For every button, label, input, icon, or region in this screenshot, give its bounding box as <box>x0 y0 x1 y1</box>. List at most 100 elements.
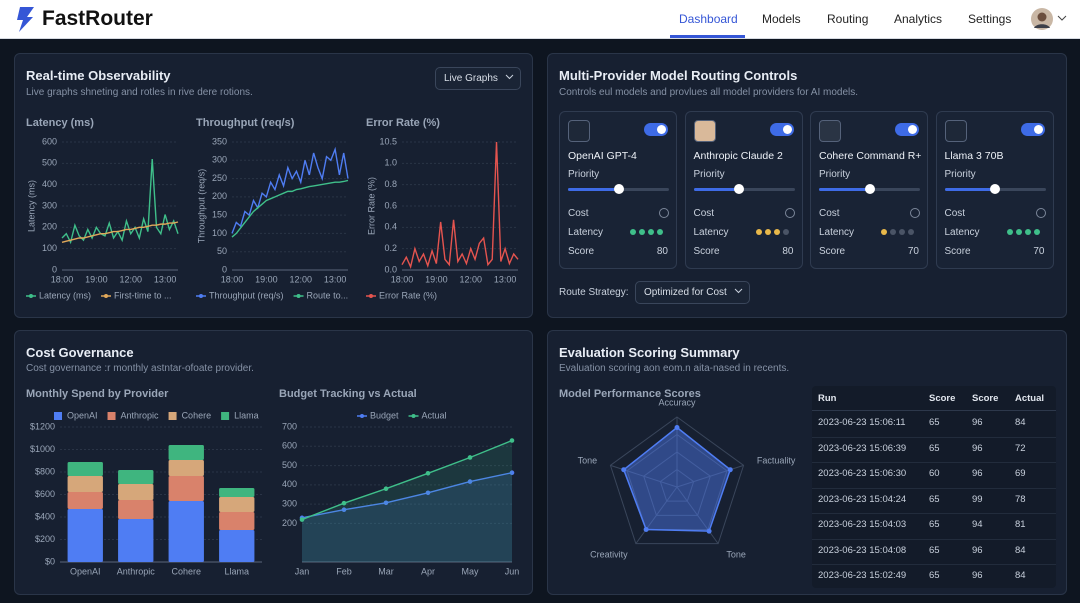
provider-name: OpenAI GPT-4 <box>568 150 637 162</box>
nav-item[interactable]: Analytics <box>894 12 943 26</box>
table-cell: 65 <box>929 544 940 556</box>
priority-label: Priority <box>693 169 725 180</box>
panel-subtitle: Cost governance :r monthly astntar-ofoat… <box>26 363 254 374</box>
provider-card: Cohere Command R+ Priority Cost Latency Scor… <box>810 111 928 269</box>
score-value: 70 <box>1033 246 1045 257</box>
latency-dot <box>648 229 654 235</box>
row-rule <box>812 487 1056 489</box>
provider-name: Anthropic Claude 2 <box>693 150 783 162</box>
slider-fill <box>819 188 870 191</box>
slider-track <box>693 188 795 191</box>
panel-title: Evaluation Scoring Summary <box>559 345 740 360</box>
slider-knob[interactable] <box>990 184 1000 194</box>
strategy-dropdown[interactable]: Optimized for Cost <box>635 281 750 304</box>
chevron <box>1057 15 1067 21</box>
table-cell: 96 <box>972 544 983 556</box>
row-rule <box>812 436 1056 438</box>
strategy-label: Route Strategy: <box>559 287 629 298</box>
dropdown-label: Live Graphs <box>444 73 498 84</box>
provider-icon <box>819 120 841 142</box>
panel-title: Real-time Observability <box>26 68 171 83</box>
slider-fill <box>944 188 995 191</box>
table-cell: 2023-06-23 15:06:39 <box>818 442 907 454</box>
provider-name: Llama 3 70B <box>944 150 1004 162</box>
table-cell: 96 <box>972 442 983 454</box>
panel-subtitle: Controls eul models and provlues all mod… <box>559 87 859 98</box>
score-label: Score <box>693 246 720 257</box>
latency-dot <box>764 229 771 235</box>
table-cell: 84 <box>1015 570 1026 581</box>
slider-fill <box>693 188 739 191</box>
panel-subtitle: Evaluation scoring aon eom.n aita-nased … <box>559 363 790 374</box>
panel-subtitle: Live graphs shneting and rotles in rive … <box>26 87 253 98</box>
score-label: Score <box>944 246 971 257</box>
table-cell: 65 <box>929 570 940 581</box>
table-cell: 2023-06-23 15:04:24 <box>818 493 907 505</box>
info-icon <box>1035 208 1046 218</box>
row-rule <box>812 462 1056 463</box>
table-cell: 96 <box>972 570 983 581</box>
latency-dot <box>1033 229 1040 235</box>
table-cell: 81 <box>1015 519 1026 530</box>
cost-label: Cost <box>568 208 589 219</box>
cost-label: Cost <box>944 208 966 219</box>
nav-item[interactable]: Dashboard <box>679 12 738 26</box>
cost-label: Cost <box>693 208 715 219</box>
table-cell: 84 <box>1015 544 1026 556</box>
avatar[interactable] <box>1030 7 1054 31</box>
table-cell: 2023-06-23 15:06:30 <box>818 468 907 479</box>
latency-dot <box>1024 229 1031 235</box>
info-icon <box>784 208 795 218</box>
table-cell: 69 <box>1015 468 1026 479</box>
latency-dot <box>782 229 789 235</box>
active-underline <box>670 35 745 38</box>
priority-label: Priority <box>568 169 600 180</box>
toggle-knob <box>908 125 917 134</box>
toggle-knob <box>1033 125 1043 134</box>
row-rule <box>812 538 1056 540</box>
latency-dot <box>773 229 780 235</box>
table-cell: 60 <box>929 468 940 479</box>
table-cell: 96 <box>972 468 983 479</box>
slider-knob[interactable] <box>864 184 875 194</box>
table-header: Run <box>818 393 837 404</box>
table-cell: 72 <box>1015 442 1026 454</box>
score-value: 70 <box>907 246 919 257</box>
nav-item[interactable]: Routing <box>827 12 869 26</box>
panel-title: Multi-Provider Model Routing Controls <box>559 68 798 83</box>
latency-dot <box>630 229 636 235</box>
dropdown[interactable]: Live Graphs <box>435 67 521 90</box>
nav-item[interactable]: Models <box>762 12 801 26</box>
latency-label: Latency <box>693 227 729 238</box>
latency-label: Latency <box>819 227 855 238</box>
score-value: 80 <box>656 246 668 257</box>
latency-dot <box>881 229 887 235</box>
table-cell: 84 <box>1015 417 1026 428</box>
latency-dot <box>890 229 896 235</box>
priority-label: Priority <box>944 169 976 180</box>
latency-label: Latency <box>568 227 604 238</box>
table-cell: 65 <box>929 519 940 530</box>
slider-knob[interactable] <box>733 184 744 194</box>
latency-dot <box>1006 229 1013 235</box>
score-label: Score <box>819 246 846 257</box>
table-header: Actual <box>1015 393 1045 404</box>
info-icon <box>659 208 669 218</box>
table-header: Score <box>929 393 956 404</box>
row-rule <box>812 564 1056 565</box>
table-cell: 96 <box>972 417 983 428</box>
table-cell: 99 <box>972 493 983 505</box>
slider-knob[interactable] <box>613 184 624 194</box>
priority-label: Priority <box>819 169 851 180</box>
table-cell: 2023-06-23 15:04:03 <box>818 519 907 530</box>
table-cell: 2023-06-23 15:04:08 <box>818 544 907 556</box>
brand: FastRouter <box>42 7 153 30</box>
table-cell: 65 <box>929 417 940 428</box>
table-cell: 78 <box>1015 493 1026 505</box>
score-value: 80 <box>782 246 794 257</box>
table-rule <box>812 410 1056 411</box>
nav-item[interactable]: Settings <box>968 12 1012 26</box>
score-label: Score <box>568 246 595 257</box>
provider-card: OpenAI GPT-4 Priority Cost Latency Score 80 <box>559 111 677 269</box>
